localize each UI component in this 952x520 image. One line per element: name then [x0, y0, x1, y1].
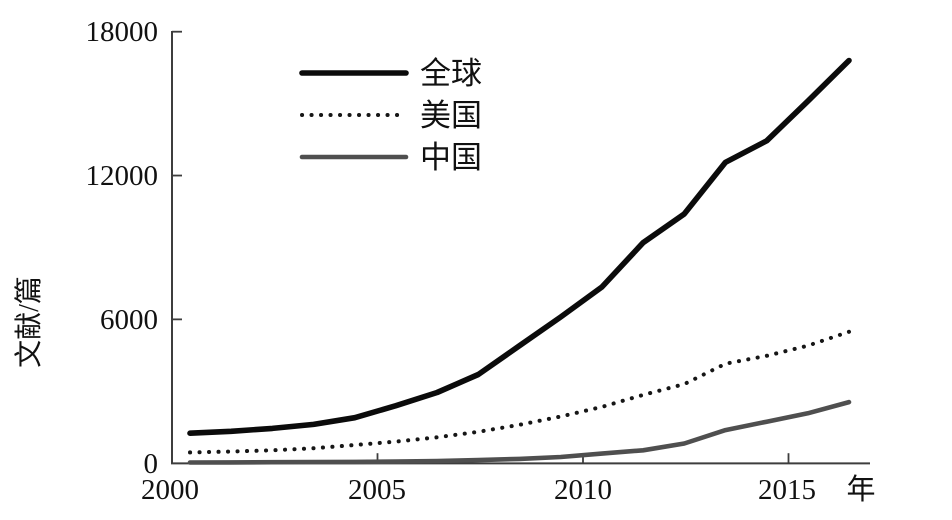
x-tick-label: 2010 — [554, 474, 612, 506]
tick-marks — [172, 30, 790, 464]
x-axis-title: 年 — [846, 473, 875, 506]
legend: 全球 美国 中国 — [299, 56, 482, 175]
series-line-china — [187, 399, 852, 465]
x-tick-label: 2015 — [758, 474, 816, 506]
plot-lines — [187, 57, 852, 465]
y-tick-label: 12000 — [86, 160, 159, 192]
series-line-global — [187, 57, 852, 437]
legend-label-usa: 美国 — [420, 98, 482, 133]
series-line-usa — [188, 329, 851, 455]
x-tick-labels: 2000 2005 2010 2015 年 — [141, 473, 876, 506]
x-tick-label: 2000 — [141, 474, 199, 506]
legend-label-china: 中国 — [420, 140, 482, 175]
y-tick-labels: 0 6000 12000 18000 — [86, 16, 159, 480]
axes — [171, 30, 870, 465]
legend-label-global: 全球 — [420, 56, 482, 91]
y-tick-label: 6000 — [100, 304, 158, 336]
y-tick-label: 0 — [144, 448, 159, 480]
x-tick-label: 2005 — [348, 474, 406, 506]
y-axis-title: 文献/篇 — [13, 276, 45, 368]
y-tick-label: 18000 — [86, 16, 159, 48]
